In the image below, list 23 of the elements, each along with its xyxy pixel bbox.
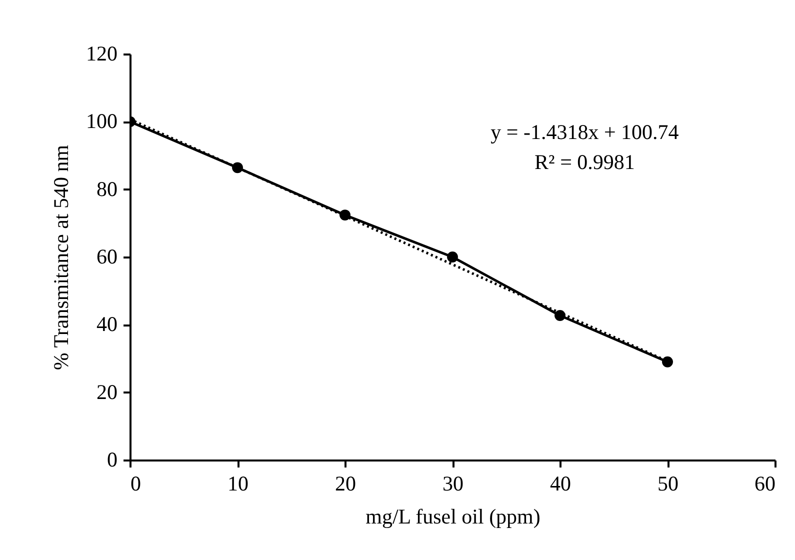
y-tick-label: 100	[86, 109, 118, 134]
y-tick-label: 40	[96, 312, 118, 336]
x-axis-title: mg/L fusel oil (ppm)	[366, 504, 540, 528]
point	[554, 310, 566, 321]
point	[232, 162, 243, 174]
y-tick-label: 80	[96, 176, 118, 201]
x-tick-label: 30	[442, 472, 464, 496]
x-tick-label: 50	[658, 472, 678, 496]
y-tick-label: 60	[96, 244, 118, 268]
point	[340, 210, 350, 221]
point	[662, 356, 673, 368]
point	[447, 252, 458, 262]
y-tick-label: 120	[86, 42, 118, 66]
y-tick-label: 20	[96, 380, 118, 404]
x-tick-label: 40	[550, 472, 571, 496]
y-tick-label: 0	[107, 448, 118, 472]
annotation: y = -1.4318x + 100.74	[490, 120, 680, 144]
annotation: R² = 0.9981	[534, 150, 635, 174]
x-tick-label: 10	[228, 472, 248, 496]
x-tick-label: 60	[754, 472, 776, 496]
x-tick-label: 20	[335, 472, 356, 496]
x-tick-label: 0	[130, 472, 141, 496]
y-axis-title: % Transmitance at 540 nm	[49, 144, 73, 370]
